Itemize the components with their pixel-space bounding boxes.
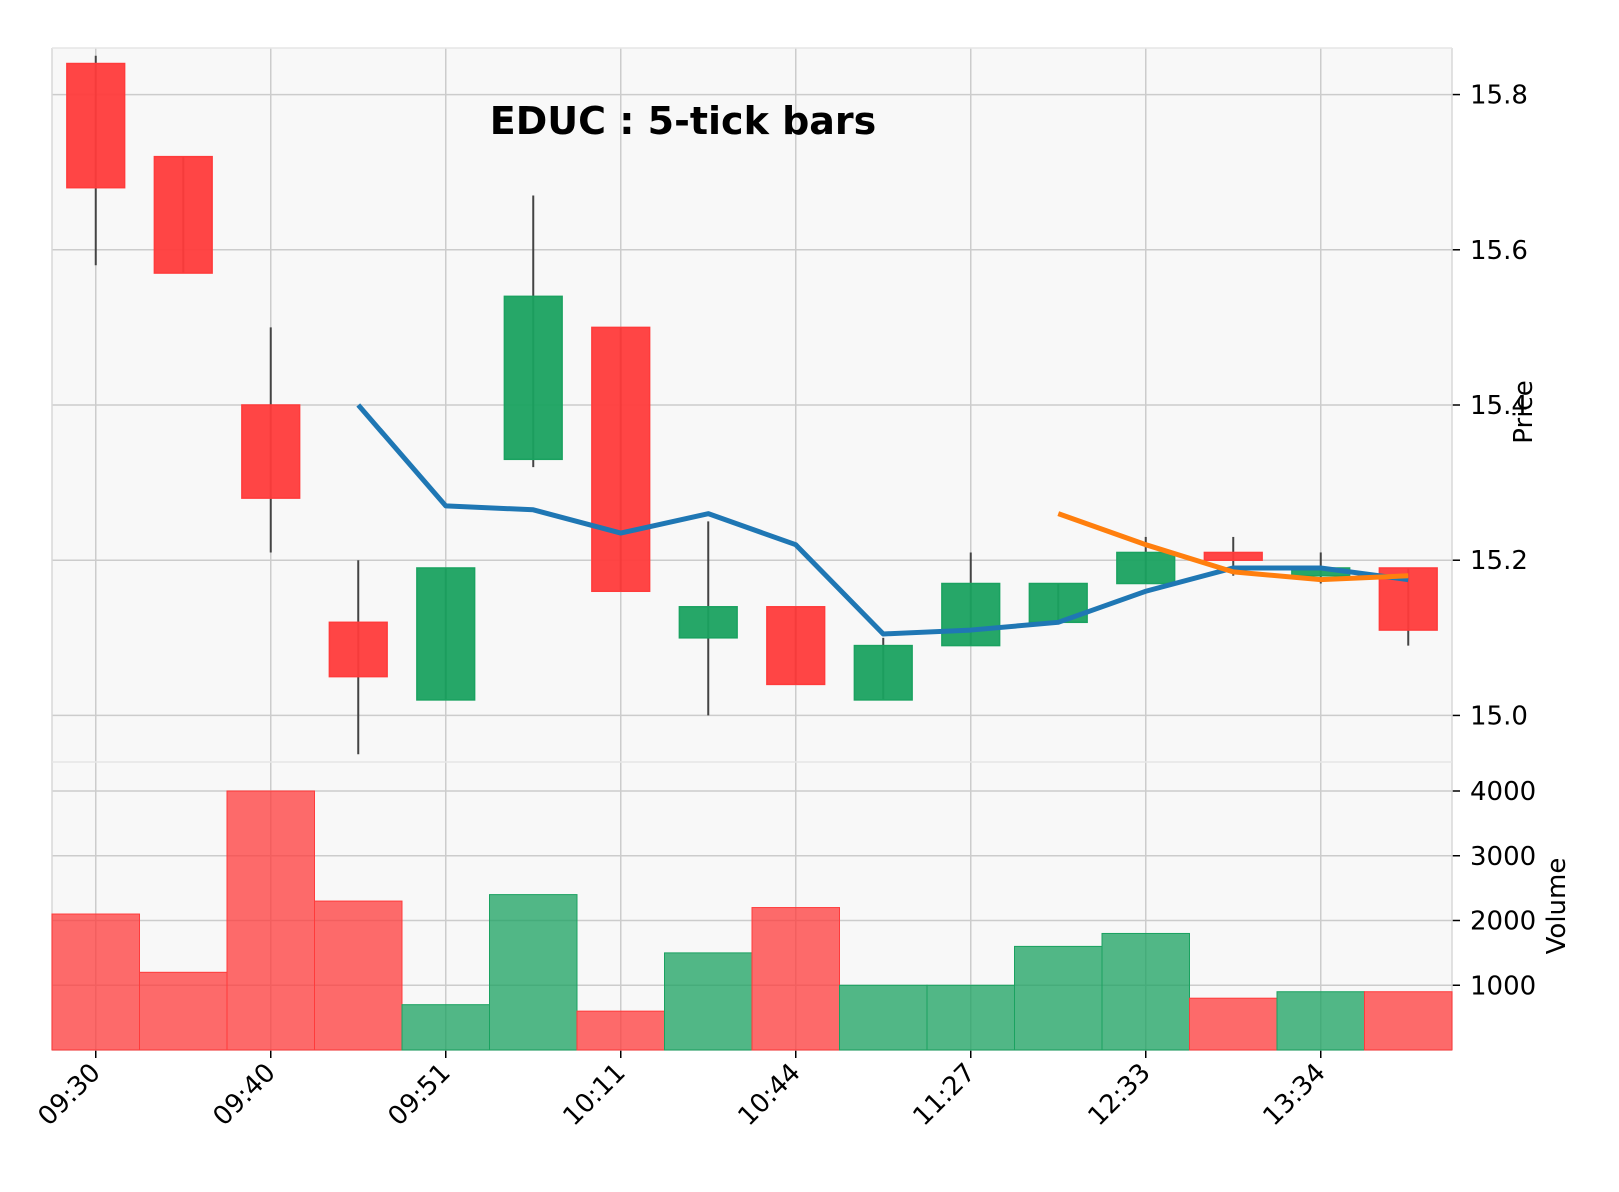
- candle-body: [66, 62, 126, 189]
- plot-layer: [51, 47, 1460, 1058]
- candle-body: [678, 606, 738, 639]
- volume-bar: [751, 907, 840, 1051]
- x-tick-label: 13:34: [1257, 1058, 1331, 1132]
- volume-axis-label: Volume: [1542, 858, 1572, 955]
- volume-tick-label: 1000: [1470, 971, 1536, 1001]
- candle-body: [153, 155, 213, 274]
- x-tick-label: 12:33: [1082, 1058, 1156, 1132]
- candle-body: [1116, 551, 1176, 585]
- candle-body: [591, 326, 651, 593]
- candle-body: [503, 295, 563, 461]
- candle-body: [416, 567, 476, 701]
- price-axis-label: Price: [1509, 380, 1539, 443]
- volume-bar: [401, 1004, 490, 1051]
- x-tick-label: 09:40: [207, 1058, 281, 1132]
- moving-average-slow-line: [1057, 511, 1409, 583]
- volume-bar: [839, 984, 928, 1051]
- volume-bar: [664, 952, 753, 1051]
- volume-tick-label: 3000: [1470, 842, 1536, 872]
- volume-bar: [576, 1010, 665, 1051]
- volume-bar: [1014, 945, 1103, 1051]
- price-tick-label: 15.4: [1470, 391, 1528, 421]
- moving-average-fast-line: [356, 403, 1409, 637]
- price-tick-label: 15.0: [1470, 701, 1528, 731]
- volume-bar: [226, 790, 315, 1051]
- x-tick-label: 09:51: [382, 1058, 456, 1132]
- chart-title: EDUC : 5-tick bars: [490, 99, 877, 143]
- volume-bar: [1364, 991, 1453, 1051]
- volume-tick-label: 4000: [1470, 777, 1536, 807]
- price-tick-label: 15.8: [1470, 81, 1528, 111]
- price-tick-label: 15.6: [1470, 236, 1528, 266]
- volume-bar: [1276, 991, 1365, 1051]
- candle-body: [241, 404, 301, 499]
- candle-body: [853, 644, 913, 701]
- volume-bar: [1189, 997, 1278, 1051]
- volume-bar: [489, 894, 578, 1051]
- volume-bar: [139, 971, 228, 1051]
- candle-body: [941, 582, 1001, 647]
- x-tick-label: 10:44: [732, 1058, 806, 1132]
- volume-tick-label: 2000: [1470, 907, 1536, 937]
- x-tick-label: 09:30: [32, 1058, 106, 1132]
- price-tick-label: 15.2: [1470, 546, 1528, 576]
- candle-body: [1203, 551, 1263, 561]
- x-tick-label: 11:27: [907, 1058, 981, 1132]
- volume-bar: [1101, 932, 1190, 1051]
- x-tick-label: 10:11: [557, 1058, 631, 1132]
- candle-body: [328, 621, 388, 678]
- volume-bar: [314, 900, 403, 1051]
- volume-bar: [926, 984, 1015, 1051]
- candle-body: [766, 606, 826, 686]
- volume-bar: [51, 913, 140, 1051]
